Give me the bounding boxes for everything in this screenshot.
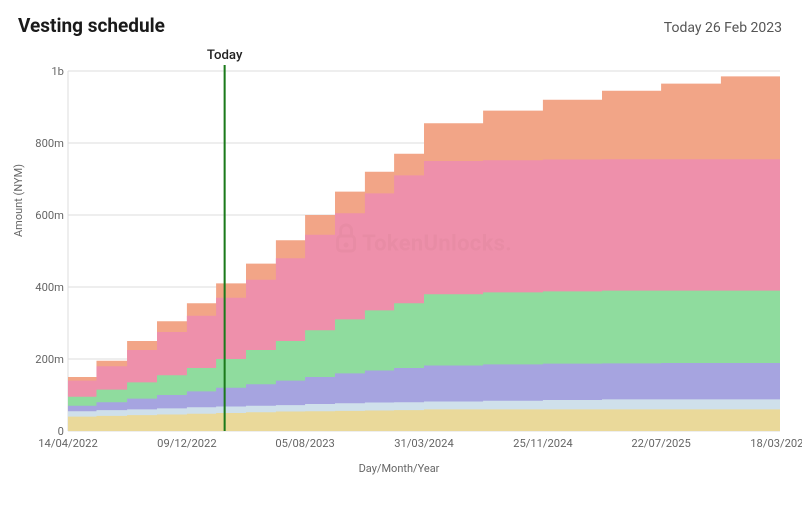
svg-text:31/03/2024: 31/03/2024	[394, 437, 453, 450]
svg-text:25/11/2024: 25/11/2024	[513, 437, 572, 450]
svg-text:Today: Today	[207, 48, 243, 63]
svg-text:09/12/2022: 09/12/2022	[157, 437, 216, 450]
svg-text:400m: 400m	[35, 281, 64, 294]
x-axis-label: Day/Month/Year	[359, 462, 440, 475]
svg-text:05/08/2023: 05/08/2023	[275, 437, 334, 450]
svg-text:800m: 800m	[35, 137, 64, 150]
chart-svg: Today 0200m400m600m800m1b 14/04/202209/1…	[68, 71, 780, 431]
vesting-chart: Amount (NYM) Today 0200m400m600m800m1b 1…	[18, 51, 780, 471]
today-date: Today 26 Feb 2023	[664, 20, 782, 36]
svg-text:14/04/2022: 14/04/2022	[38, 437, 97, 450]
y-axis-label: Amount (NYM)	[12, 164, 25, 237]
svg-text:22/07/2025: 22/07/2025	[631, 437, 690, 450]
svg-text:18/03/2026: 18/03/2026	[750, 437, 802, 450]
svg-text:1b: 1b	[51, 65, 64, 78]
page-title: Vesting schedule	[18, 14, 165, 37]
svg-text:600m: 600m	[35, 209, 64, 222]
svg-text:0: 0	[58, 425, 64, 438]
plot-area: Today 0200m400m600m800m1b 14/04/202209/1…	[68, 71, 780, 431]
svg-text:200m: 200m	[35, 353, 64, 366]
